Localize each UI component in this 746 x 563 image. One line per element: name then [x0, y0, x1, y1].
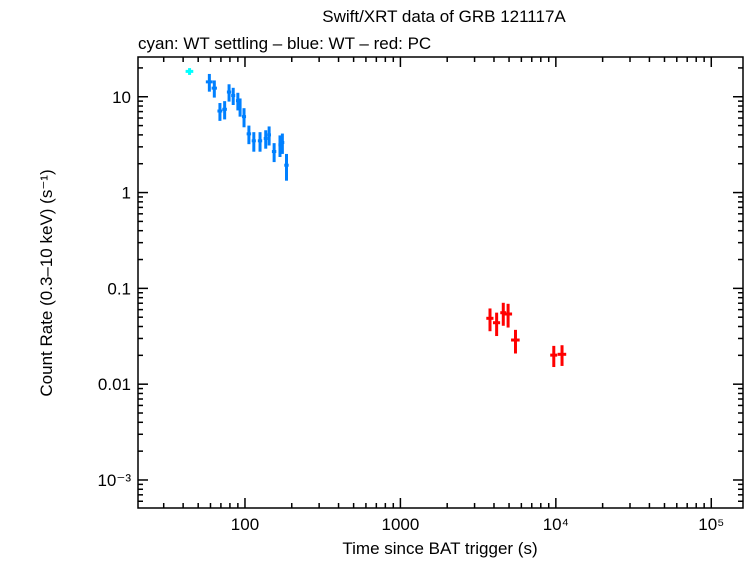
- x-tick-label: 100: [231, 515, 259, 534]
- data-point: [271, 143, 277, 163]
- x-tick-label: 10⁴: [543, 515, 569, 534]
- data-point: [185, 68, 194, 75]
- data-point: [246, 125, 252, 145]
- data-point: [486, 308, 494, 332]
- chart-title: Swift/XRT data of GRB 121117A: [322, 7, 566, 26]
- data-point: [550, 345, 558, 368]
- data-point: [231, 87, 236, 106]
- chart-subtitle: cyan: WT settling – blue: WT – red: PC: [138, 34, 431, 53]
- y-axis-label: Count Rate (0.3–10 keV) (s⁻¹): [37, 169, 56, 396]
- x-tick-label: 10⁵: [698, 515, 724, 534]
- plot-frame: [137, 56, 744, 509]
- x-tick-label: 1000: [381, 515, 419, 534]
- y-tick-label: 0.01: [98, 375, 131, 394]
- data-point: [251, 132, 256, 152]
- data-point: [557, 345, 567, 366]
- data-point: [211, 80, 217, 98]
- y-tick-label: 10⁻³: [97, 471, 131, 490]
- data-point: [222, 101, 227, 120]
- data-point: [284, 153, 289, 181]
- y-tick-label: 10: [112, 88, 131, 107]
- data-point: [205, 73, 213, 92]
- data-point: [217, 103, 223, 121]
- data-point: [263, 130, 268, 149]
- data-point: [238, 98, 242, 117]
- data-point: [267, 126, 271, 146]
- data-point: [226, 84, 232, 102]
- data-point: [503, 303, 513, 328]
- data-point: [257, 132, 263, 152]
- data-point: [280, 133, 285, 154]
- data-point: [492, 312, 501, 337]
- data-point: [511, 329, 520, 354]
- y-tick-label: 0.1: [107, 279, 131, 298]
- x-axis-label: Time since BAT trigger (s): [342, 539, 537, 558]
- y-tick-label: 1: [122, 184, 131, 203]
- data-point: [241, 108, 247, 128]
